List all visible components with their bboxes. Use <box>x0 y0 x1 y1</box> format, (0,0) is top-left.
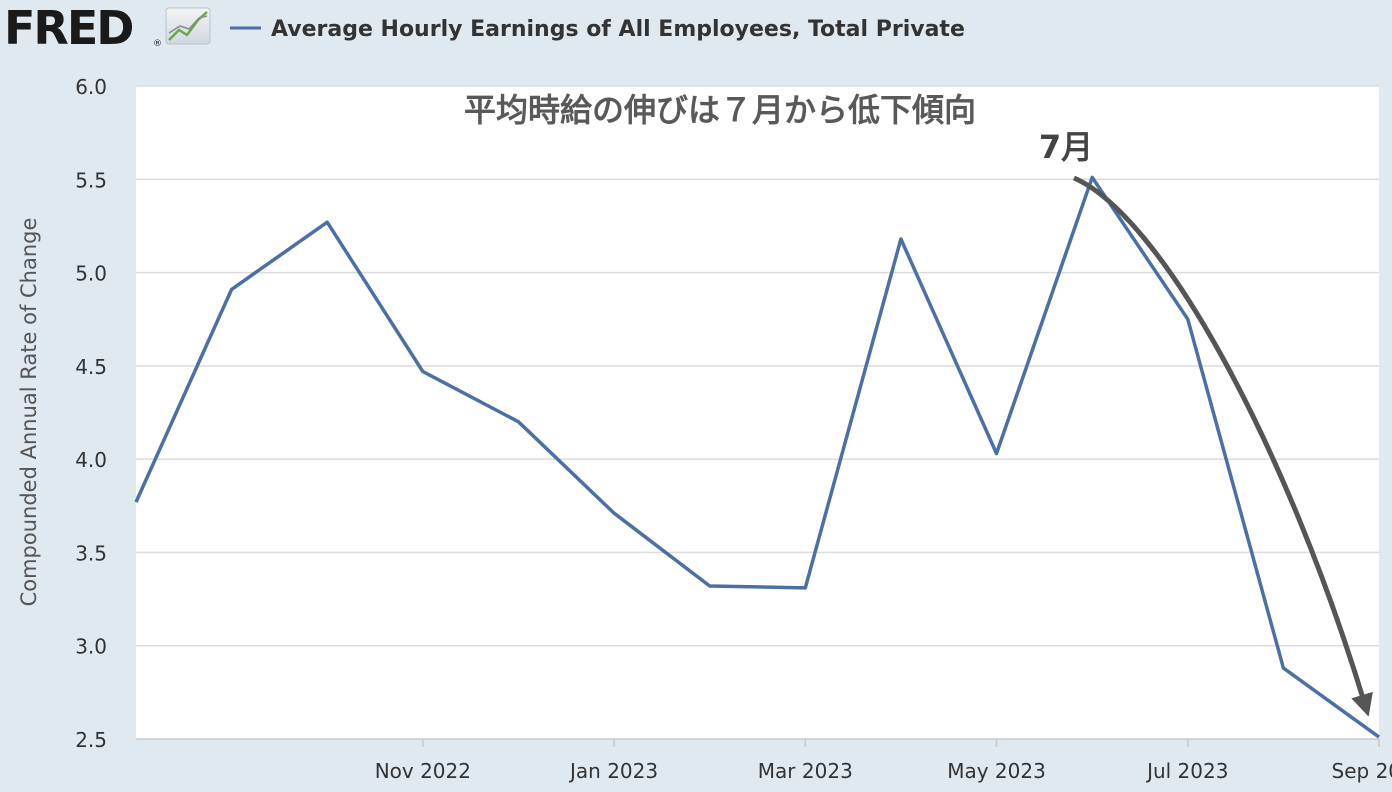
y-tick-label: 3.0 <box>75 635 107 659</box>
data-point[interactable] <box>1182 313 1194 325</box>
y-axis-ticks: 2.5 3.0 3.5 4.0 4.5 5.0 5.5 6.0 <box>75 75 107 752</box>
series-layer <box>130 171 1385 743</box>
plot-area <box>136 86 1379 739</box>
data-point[interactable] <box>608 507 620 519</box>
data-point[interactable] <box>512 416 524 428</box>
data-point[interactable] <box>417 365 429 377</box>
headline-annotation: 平均時給の伸びは７月から低下傾向 <box>464 91 976 129</box>
x-tick-label: Jul 2023 <box>1145 759 1228 783</box>
series-line[interactable] <box>134 175 1381 739</box>
x-axis-ticks: Nov 2022 Jan 2023 Mar 2023 May 2023 Jul 2023… <box>375 739 1392 783</box>
y-tick-label: 5.5 <box>75 168 107 192</box>
series-title[interactable]: Average Hourly Earnings of All Employees… <box>271 17 965 42</box>
x-tick-label: Mar 2023 <box>758 759 853 783</box>
y-tick-label: 2.5 <box>75 728 107 752</box>
data-point[interactable] <box>1277 662 1289 674</box>
peak-label-annotation: 7月 <box>1039 128 1093 166</box>
y-tick-label: 5.0 <box>75 262 107 286</box>
data-point[interactable] <box>1373 731 1385 743</box>
x-tick-label: May 2023 <box>947 759 1046 783</box>
data-point[interactable] <box>130 496 142 508</box>
y-tick-label: 4.0 <box>75 448 107 472</box>
data-point[interactable] <box>895 233 907 245</box>
x-tick-label: Jan 2023 <box>568 759 658 783</box>
data-point[interactable] <box>704 580 716 592</box>
trend-arrow <box>1073 175 1373 717</box>
x-tick-label: Nov 2022 <box>375 759 471 783</box>
header: FRED ® Average Hourly Earnings of All Em… <box>4 1 965 55</box>
data-point[interactable] <box>991 448 1003 460</box>
fred-registered-mark: ® <box>153 39 162 49</box>
data-point[interactable] <box>321 216 333 228</box>
fred-logo[interactable]: FRED <box>4 1 134 55</box>
x-tick-label: Sep 2023 <box>1332 759 1392 783</box>
y-tick-label: 4.5 <box>75 355 107 379</box>
y-tick-label: 6.0 <box>75 75 107 99</box>
data-point[interactable] <box>1086 171 1098 183</box>
data-point[interactable] <box>226 283 238 295</box>
data-point[interactable] <box>799 582 811 594</box>
y-axis-label: Compounded Annual Rate of Change <box>17 218 41 607</box>
grid <box>136 85 1379 740</box>
line-chart-icon <box>165 7 211 45</box>
y-tick-label: 3.5 <box>75 541 107 565</box>
